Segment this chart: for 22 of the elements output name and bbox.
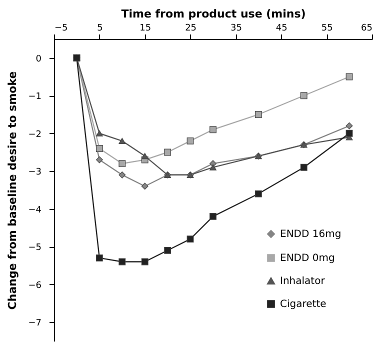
x-tick-label: 5 <box>97 24 103 34</box>
x-axis-title: Time from product use (mins) <box>121 8 306 20</box>
legend-label: ENDD 0mg <box>280 253 335 264</box>
y-tick-label: −4 <box>28 205 42 216</box>
y-tick-label: −3 <box>28 168 42 178</box>
x-tick-label: −5 <box>54 24 68 34</box>
x-tick-label: 15 <box>140 24 152 34</box>
x-tick-label: 65 <box>361 24 372 34</box>
x-tick-label: 45 <box>276 24 288 34</box>
y-tick-label: −5 <box>28 243 42 254</box>
y-tick-label: 0 <box>36 54 42 64</box>
x-tick-label: 25 <box>185 24 197 34</box>
x-tick-label: 35 <box>230 24 242 34</box>
y-tick-label: −2 <box>28 130 42 140</box>
x-tick-label: 55 <box>321 24 333 34</box>
y-tick-label: −6 <box>28 280 42 291</box>
legend-label: Cigarette <box>280 299 326 310</box>
y-tick-label: −1 <box>28 92 42 102</box>
y-tick-label: −7 <box>28 318 42 329</box>
legend-label: Inhalator <box>280 276 326 287</box>
legend-label: ENDD 16mg <box>280 229 342 240</box>
y-axis-title: Change from baseline desire to smoke <box>6 71 20 310</box>
